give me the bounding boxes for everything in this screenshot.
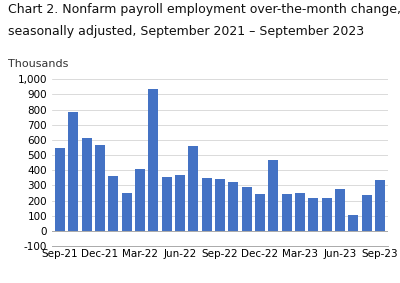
Bar (308, 198, 318, 231)
Bar (55, 147, 65, 231)
Bar (202, 178, 212, 231)
Bar (335, 188, 345, 231)
Bar (135, 169, 145, 231)
Bar (295, 193, 305, 231)
Bar (255, 194, 265, 231)
Bar (82, 138, 92, 231)
Bar (175, 175, 185, 231)
Bar (108, 176, 118, 231)
Bar (348, 215, 358, 231)
Bar (362, 195, 372, 231)
Bar (375, 180, 385, 231)
Bar (322, 198, 332, 231)
Bar (122, 193, 132, 231)
Text: Thousands: Thousands (8, 59, 68, 69)
Text: seasonally adjusted, September 2021 – September 2023: seasonally adjusted, September 2021 – Se… (8, 25, 364, 38)
Bar (95, 145, 105, 231)
Bar (215, 179, 225, 231)
Bar (282, 194, 292, 231)
Bar (162, 177, 172, 231)
Text: Chart 2. Nonfarm payroll employment over-the-month change,: Chart 2. Nonfarm payroll employment over… (8, 3, 400, 16)
Bar (68, 112, 78, 231)
Bar (148, 89, 158, 231)
Bar (228, 183, 238, 231)
Bar (188, 146, 198, 231)
Bar (242, 187, 252, 231)
Bar (268, 160, 278, 231)
